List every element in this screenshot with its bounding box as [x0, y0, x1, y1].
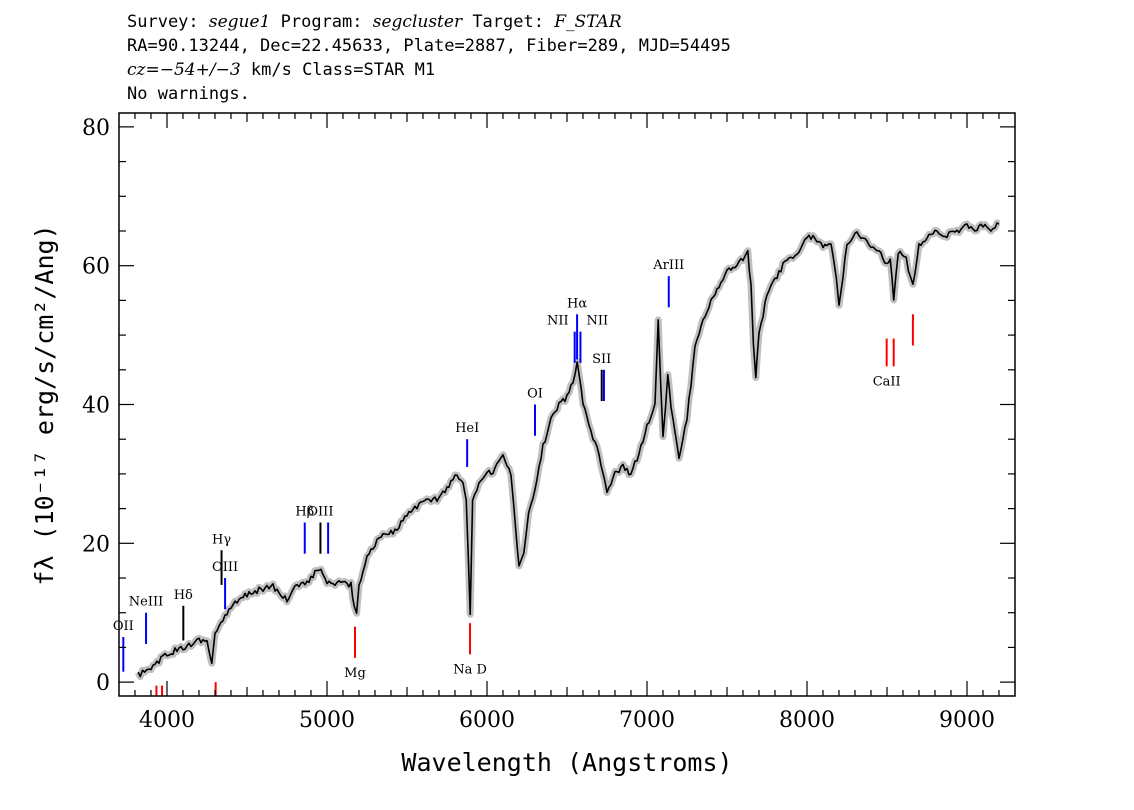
line-label: Na D — [453, 662, 487, 677]
line-label: OI — [527, 387, 543, 402]
line-label: ArIII — [652, 258, 684, 273]
survey-label: Survey: — [127, 12, 209, 32]
spectrum-header: Survey: segue1 Program: segcluster Targe… — [127, 10, 731, 106]
line-label: NII — [586, 314, 608, 329]
x-tick-label: 5000 — [299, 708, 355, 733]
spectrum-error-band — [135, 219, 1001, 681]
y-tick-label: 40 — [82, 394, 110, 419]
x-tick-label: 7000 — [619, 708, 675, 733]
x-tick-label: 9000 — [939, 708, 995, 733]
y-tick-label: 20 — [82, 532, 110, 557]
program-value: segcluster — [372, 12, 463, 32]
x-tick-label: 6000 — [459, 708, 515, 733]
spectrum-flux-line — [137, 222, 1000, 678]
axes: 4000 5000 6000 7000 8000 9000 0 20 40 60 80 — [82, 113, 1015, 733]
survey-value: segue1 — [208, 12, 271, 32]
line-label: Hα — [567, 296, 587, 311]
line-label: SII — [592, 352, 611, 367]
target-label: Target: — [462, 12, 555, 32]
class-text: km/s Class=STAR M1 — [240, 60, 436, 80]
line-label: Mg — [344, 666, 366, 681]
line-label: NeIII — [129, 595, 163, 610]
line-label: HeI — [455, 421, 479, 436]
line-label: Hγ — [212, 532, 231, 547]
line-label: OII — [113, 619, 134, 634]
line-label: NII — [547, 314, 569, 329]
target-value: F_STAR — [554, 12, 622, 32]
header-line-survey: Survey: segue1 Program: segcluster Targe… — [127, 10, 731, 34]
y-tick-label: 0 — [96, 671, 110, 696]
y-tick-label: 60 — [82, 255, 110, 280]
y-tick-label: 80 — [82, 116, 110, 141]
x-tick-label: 4000 — [139, 708, 195, 733]
line-label: OIII — [212, 560, 238, 575]
y-axis-label: fλ (10⁻¹⁷ erg/s/cm²/Ang) — [30, 224, 59, 585]
header-line-redshift: cz=−54+/−3 km/s Class=STAR M1 — [127, 58, 731, 82]
cz-label: cz= — [127, 60, 160, 80]
line-label: OIII — [307, 504, 333, 519]
x-axis-label: Wavelength (Angstroms) — [401, 748, 732, 777]
program-label: Program: — [270, 12, 373, 32]
line-label: Hδ — [174, 588, 193, 603]
header-line-warnings: No warnings. — [127, 84, 250, 104]
plot-frame — [118, 112, 1016, 697]
cz-value: −54+/−3 — [159, 60, 241, 80]
x-tick-label: 8000 — [779, 708, 835, 733]
line-label: Hβ — [295, 504, 314, 519]
line-label: CaII — [873, 374, 901, 389]
header-line-coordinates: RA=90.13244, Dec=22.45633, Plate=2887, F… — [127, 36, 731, 56]
